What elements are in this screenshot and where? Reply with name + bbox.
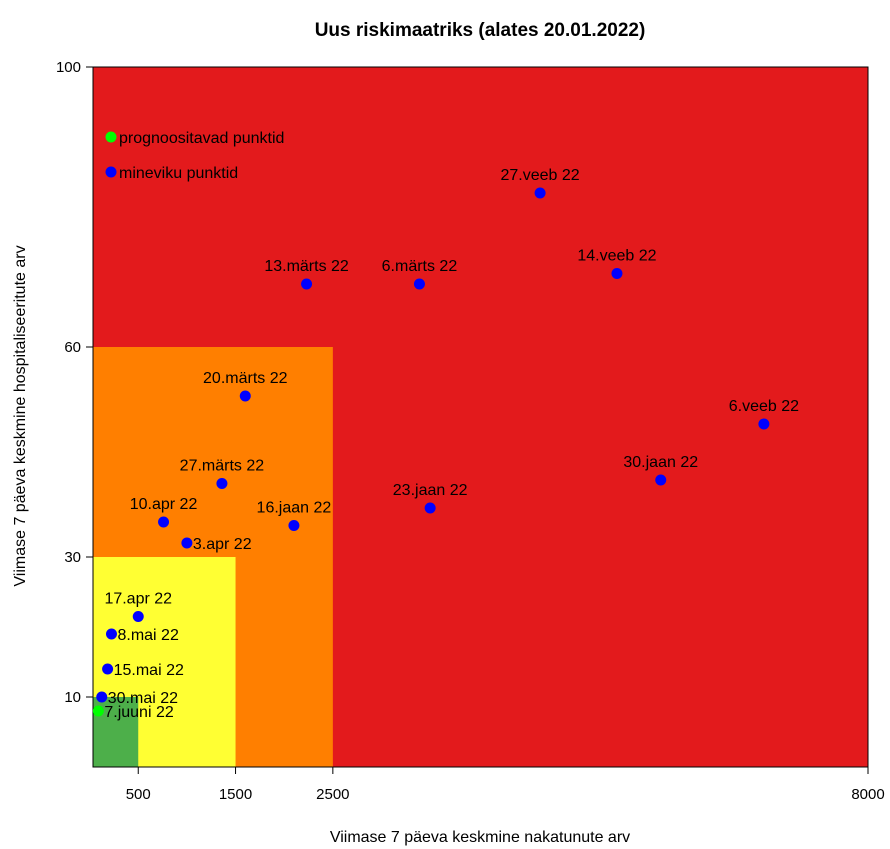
y-tick-label: 100 [56,59,81,76]
y-axis-label: Viimase 7 päeva keskmine hospitaliseerit… [12,245,29,586]
point-label-17-apr-22: 17.apr 22 [104,591,172,608]
point-15-mai-22 [102,663,114,675]
risk-zones [93,67,868,767]
point-27-marts-22 [216,478,228,489]
point-label-30-jaan-22: 30.jaan 22 [623,454,698,471]
legend-label-mineviku-punktid: mineviku punktid [119,165,238,182]
y-tick-label: 60 [64,339,81,356]
point-label-6-marts-22: 6.märts 22 [382,258,458,275]
x-tick-label: 500 [126,786,151,803]
chart-title: Uus riskimaatriks (alates 20.01.2022) [315,20,646,41]
point-3-apr-22 [181,537,193,549]
axes: 500 1500 2500 8000 10 30 60 100 [56,59,885,803]
point-6-veeb-22 [758,418,770,430]
point-label-23-jaan-22: 23.jaan 22 [393,482,468,499]
point-13-marts-22 [301,278,313,290]
point-label-3-apr-22: 3.apr 22 [193,536,252,553]
point-label-6-veeb-22: 6.veeb 22 [729,398,799,415]
legend: prognoositavad punktid mineviku punktid [105,130,284,182]
legend-marker-mineviku-punktid [105,166,117,178]
legend-marker-prognoositavad-punktid [105,131,117,143]
x-tick-label: 2500 [316,786,349,803]
point-label-14-veeb-22: 14.veeb 22 [577,248,656,265]
point-14-veeb-22 [611,268,623,279]
legend-label-prognoositavad-punktid: prognoositavad punktid [119,130,284,147]
point-6-marts-22 [413,278,425,290]
point-label-27-marts-22: 27.märts 22 [180,458,265,475]
point-30-jaan-22 [655,474,667,486]
point-10-apr-22 [158,516,170,528]
x-tick-label: 8000 [851,786,884,803]
x-axis-label: Viimase 7 päeva keskmine nakatunute arv [330,829,630,846]
point-23-jaan-22 [424,502,436,514]
point-label-20-marts-22: 20.märts 22 [203,370,288,387]
point-7-juuni-22 [92,705,104,717]
point-label-7-juuni-22: 7.juuni 22 [104,704,173,721]
point-16-jaan-22 [288,520,300,531]
y-tick-label: 10 [64,689,81,706]
point-label-27-veeb-22: 27.veeb 22 [501,167,580,184]
point-27-veeb-22 [534,187,546,199]
data-points: 16.jaan 22 23.jaan 22 30.jaan 22 6.veeb 22 1… [92,167,799,721]
x-tick-label: 1500 [219,786,252,803]
point-label-15-mai-22: 15.mai 22 [114,662,184,679]
point-17-apr-22 [132,611,144,622]
y-tick-label: 30 [64,549,81,566]
point-30-mai-22 [96,691,108,703]
point-label-10-apr-22: 10.apr 22 [130,496,198,513]
point-label-13-marts-22: 13.märts 22 [264,258,349,275]
point-label-8-mai-22: 8.mai 22 [117,627,178,644]
point-20-marts-22 [239,390,251,402]
point-8-mai-22 [105,628,117,640]
point-label-30-mai-22: 30.mai 22 [108,690,178,707]
point-label-16-jaan-22: 16.jaan 22 [257,500,332,517]
